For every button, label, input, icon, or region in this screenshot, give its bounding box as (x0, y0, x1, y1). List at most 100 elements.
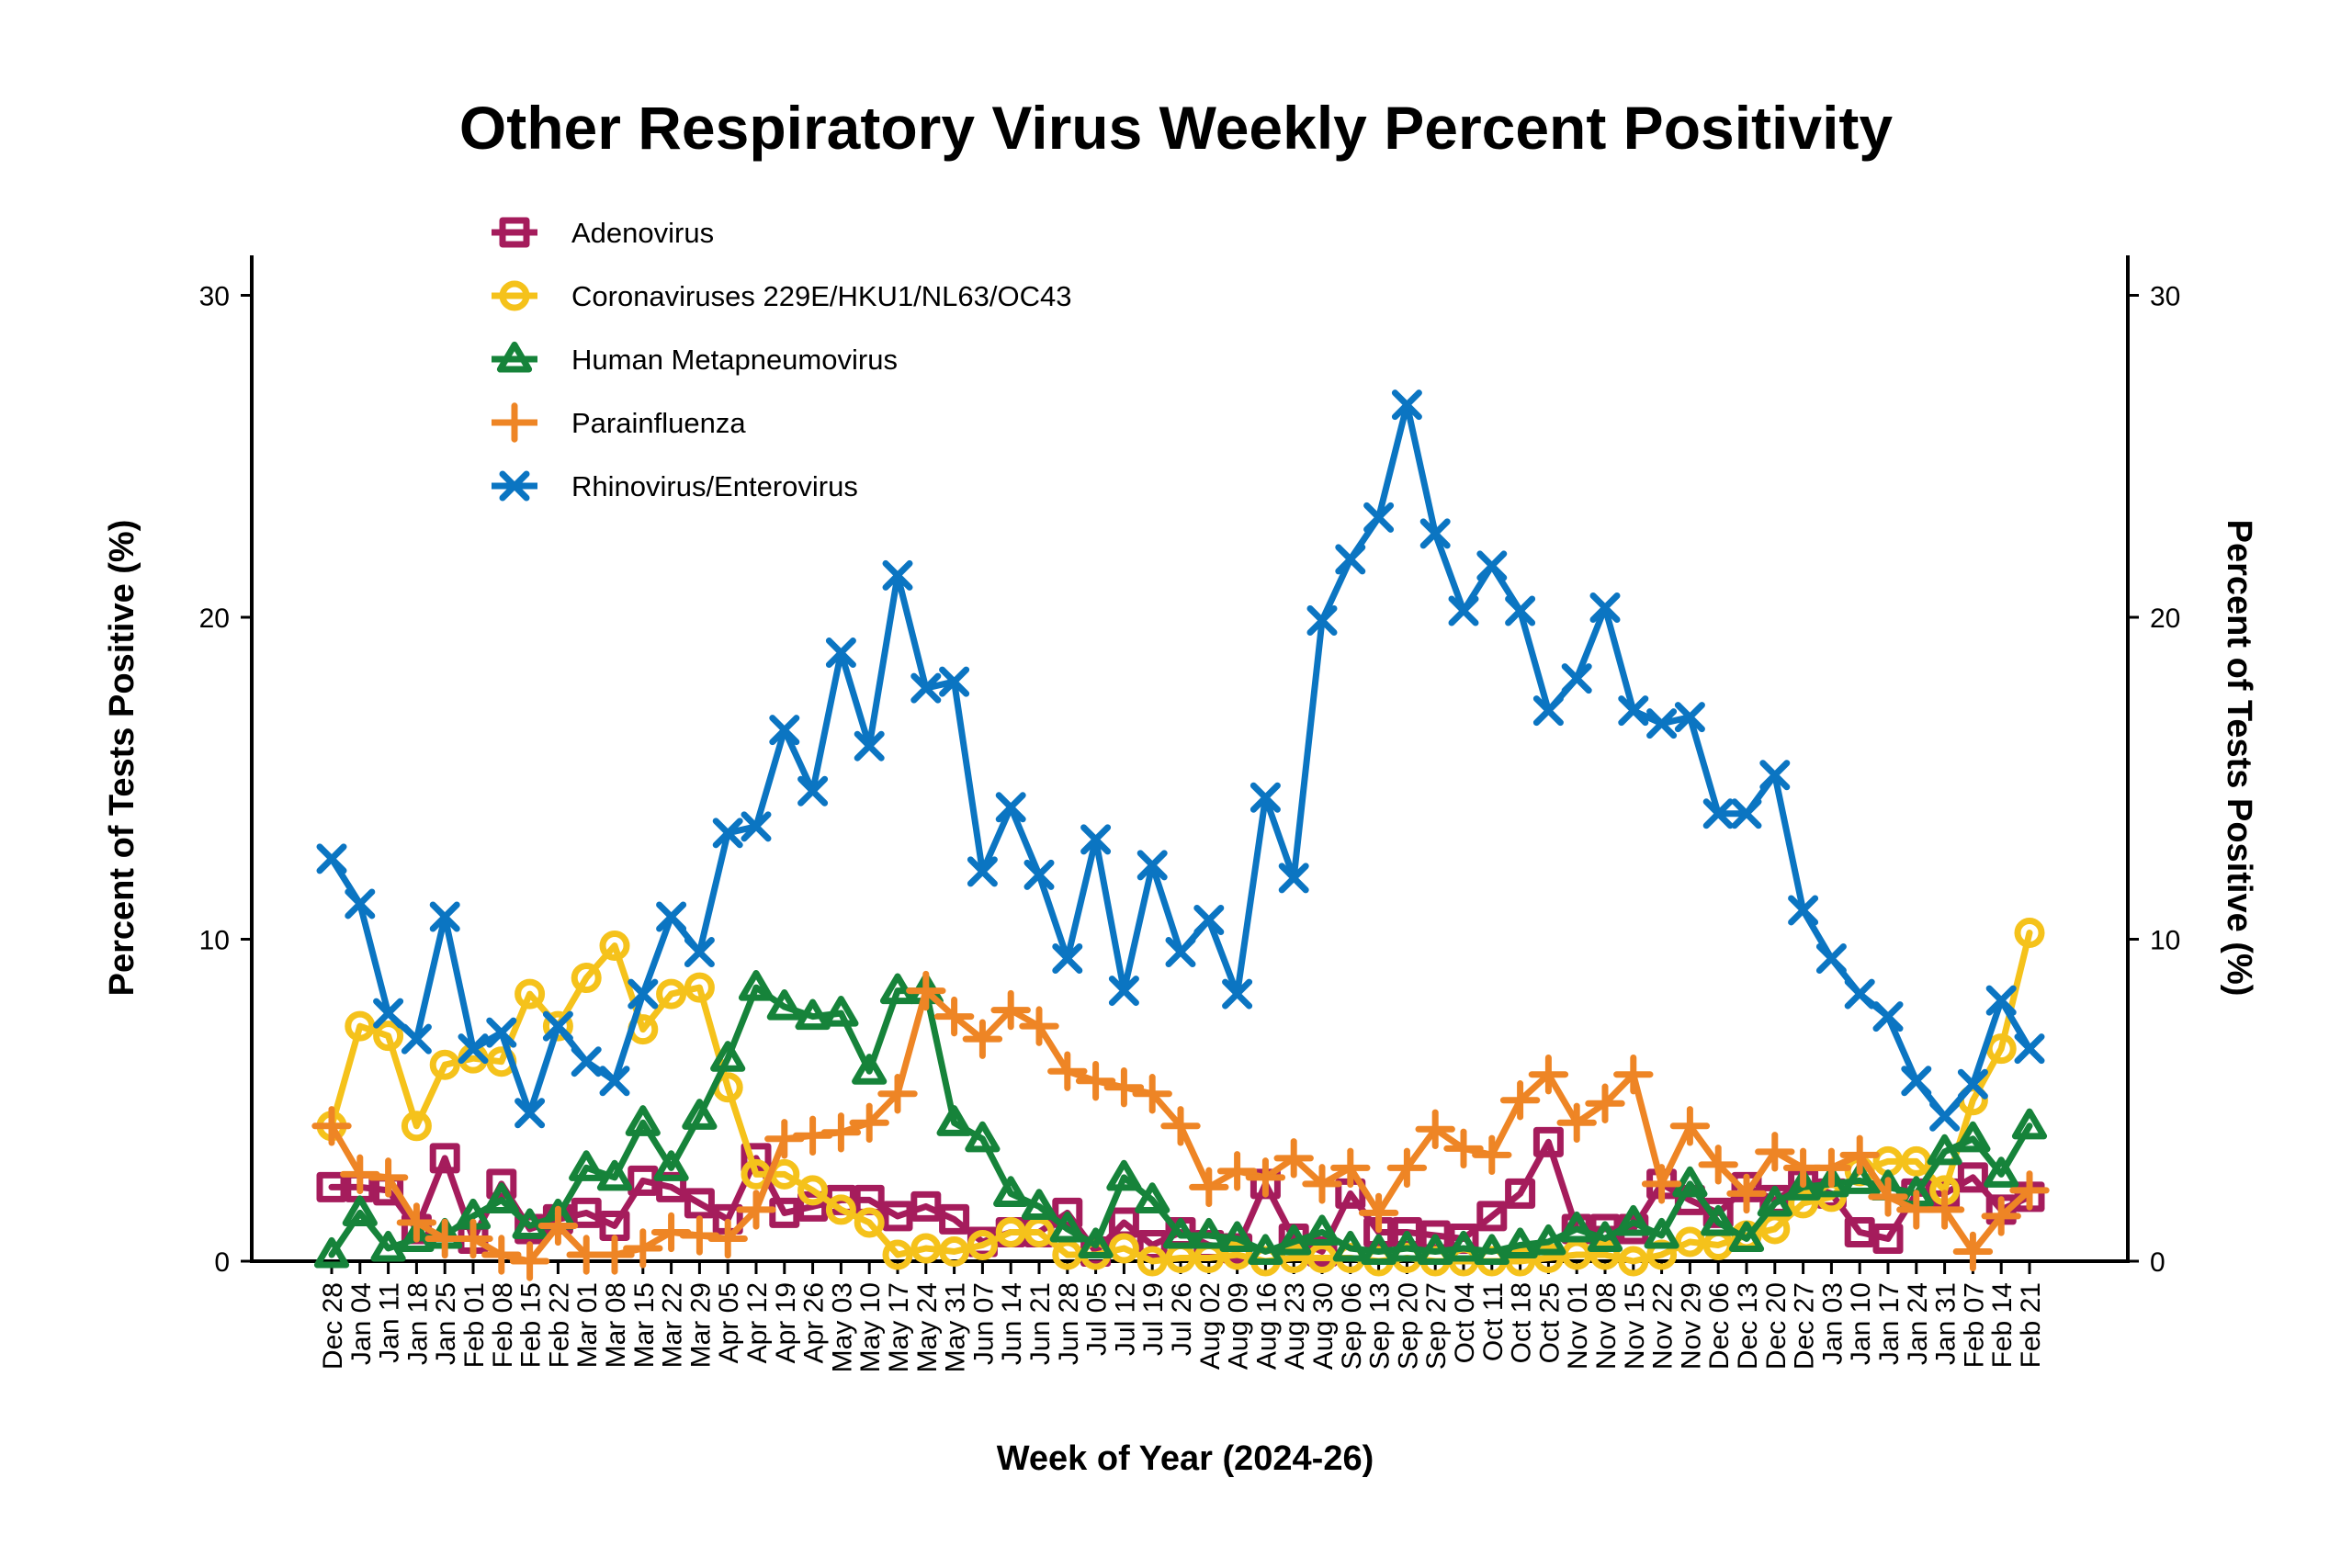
data-point (1872, 1223, 1904, 1254)
x-tick-label: Oct 11 (1478, 1282, 1509, 1361)
data-point (625, 1105, 661, 1136)
data-point (741, 811, 772, 842)
data-point (1615, 1204, 1651, 1236)
data-point (1844, 978, 1875, 1010)
data-point (1363, 502, 1395, 533)
data-point (1278, 863, 1309, 894)
data-point (1646, 708, 1678, 739)
x-tick-label: Mar 15 (629, 1282, 660, 1368)
y-axis-title-left: Percent of Tests Positive (%) (103, 520, 141, 997)
data-point (542, 1010, 573, 1042)
data-point (396, 1202, 437, 1243)
data-point (2011, 1108, 2048, 1140)
data-point (401, 1023, 432, 1055)
legend-marker-x-icon (499, 470, 530, 502)
data-point (1759, 1213, 1791, 1245)
x-tick-label: Oct 25 (1534, 1282, 1565, 1363)
x-tick-label: May 24 (912, 1282, 943, 1372)
data-point (939, 1235, 970, 1267)
data-point (542, 1010, 573, 1042)
data-point (882, 559, 913, 591)
data-point (1641, 1164, 1682, 1204)
data-point (514, 1098, 546, 1129)
data-point (1532, 1126, 1564, 1157)
data-point (1165, 937, 1196, 968)
data-point (373, 1021, 404, 1052)
x-tick-label: Apr 19 (771, 1282, 801, 1363)
data-point (990, 989, 1031, 1031)
data-point (429, 1049, 460, 1080)
data-point (1047, 1051, 1088, 1091)
x-tick-label: Dec 27 (1790, 1282, 1820, 1370)
x-tick-label: Oct 04 (1450, 1282, 1480, 1363)
data-point (1386, 1147, 1428, 1189)
data-point (854, 1207, 885, 1238)
data-point (1193, 904, 1225, 935)
data-point (797, 775, 829, 807)
chart-title: Other Respiratory Virus Weekly Percent P… (459, 94, 1893, 162)
data-point (1589, 1239, 1621, 1270)
data-point (684, 1188, 715, 1219)
data-point (1476, 1201, 1508, 1232)
data-point (1019, 1006, 1059, 1046)
data-point (1389, 1230, 1425, 1262)
x-tick-label: Nov 22 (1648, 1282, 1679, 1370)
data-point (628, 978, 659, 1010)
data-point (1189, 1167, 1229, 1208)
data-point (656, 901, 687, 932)
data-point (316, 843, 347, 874)
data-point (1276, 1224, 1312, 1256)
data-point (1985, 1033, 2017, 1065)
x-tick-label: Jul 05 (1082, 1282, 1113, 1356)
x-tick-label: May 03 (827, 1282, 857, 1372)
data-point (910, 1190, 942, 1222)
data-point (684, 937, 715, 968)
x-tick-label: Aug 16 (1251, 1282, 1282, 1370)
data-point (1245, 1157, 1286, 1198)
data-point (1556, 1102, 1597, 1143)
data-point (512, 1208, 548, 1239)
data-point (1587, 1221, 1623, 1253)
data-point (993, 1176, 1029, 1207)
x-tick-label: Aug 23 (1280, 1282, 1310, 1370)
x-tick-label: Feb 15 (516, 1282, 547, 1368)
data-point (1842, 1163, 1878, 1194)
data-point (571, 963, 602, 994)
data-point (1726, 1173, 1767, 1214)
legend-label: Adenovirus (571, 217, 714, 249)
y-tick-label-left: 20 (199, 604, 230, 634)
data-point (933, 996, 975, 1037)
x-tick-label: Dec 06 (1704, 1282, 1735, 1370)
data-point (1814, 1166, 1849, 1198)
x-tick-label: Feb 07 (1959, 1282, 1989, 1368)
x-tick-label: Jan 17 (1874, 1282, 1905, 1365)
x-tick-label: May 10 (855, 1282, 886, 1372)
data-point (766, 989, 802, 1021)
x-tick-label: Jul 26 (1167, 1282, 1197, 1356)
x-tick-label: Apr 26 (799, 1282, 830, 1363)
data-point (399, 1221, 435, 1253)
x-tick-label: Jan 31 (1931, 1282, 1962, 1365)
x-tick-label: Nov 08 (1591, 1282, 1622, 1370)
data-point (1448, 595, 1479, 626)
data-point (2014, 917, 2045, 948)
x-tick-label: Jun 14 (997, 1282, 1027, 1365)
data-point (939, 1203, 970, 1235)
data-point (1499, 1080, 1541, 1121)
data-point (1528, 1055, 1569, 1095)
data-point (1872, 1001, 1904, 1032)
data-point (1731, 798, 1762, 829)
data-point (1957, 1068, 1988, 1100)
data-point (1757, 1185, 1792, 1217)
data-point (569, 1150, 605, 1181)
data-point (1108, 1233, 1139, 1264)
data-point (1811, 1147, 1852, 1189)
legend-item: Rhinovirus/Enterovirus (492, 470, 858, 502)
x-tick-label: Jul 12 (1110, 1282, 1140, 1356)
data-point (1505, 595, 1536, 626)
data-point (1672, 1166, 1708, 1198)
x-tick-label: Aug 30 (1308, 1282, 1339, 1370)
x-tick-label: Apr 12 (742, 1282, 773, 1363)
series-rhinovirus-enterovirus (316, 389, 2045, 1132)
